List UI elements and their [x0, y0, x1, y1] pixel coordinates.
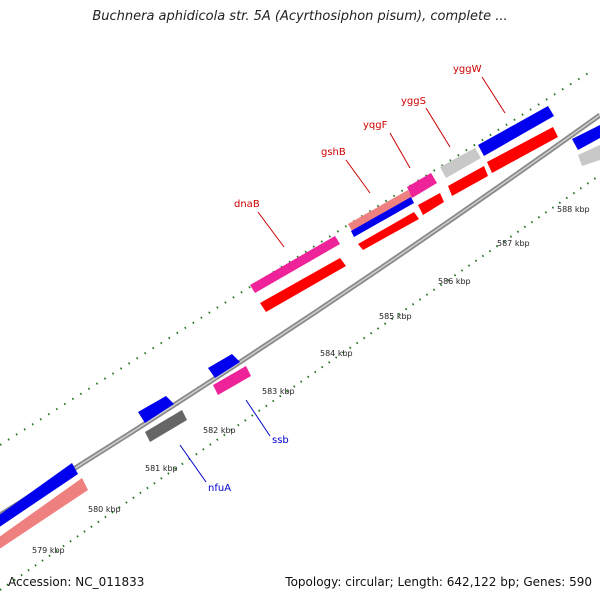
tick-label: 587 kbp: [497, 239, 530, 248]
gene-leader-line: [425, 107, 451, 148]
feature-yqgF: [407, 173, 437, 198]
gene-label-yggW: yggW: [453, 64, 482, 75]
tick-label: 579 kbp: [32, 546, 65, 555]
feature-edge-blue: [572, 125, 600, 150]
feature-gshB-salmon: [348, 190, 412, 231]
feature-red-3: [418, 193, 444, 215]
outer-tick-ring: [0, 71, 591, 446]
gene-leader-line: [245, 399, 271, 437]
feature-gshB-blue: [351, 197, 414, 237]
accession-label: Accession: NC_011833: [8, 575, 145, 589]
tick-label: 583 kbp: [262, 387, 295, 396]
gene-label-yggS: yggS: [401, 96, 426, 107]
gene-leader-line: [257, 211, 285, 248]
map-title: Buchnera aphidicola str. 5A (Acyrthosiph…: [92, 9, 508, 24]
gene-leader-line: [179, 444, 207, 483]
genome-summary: Topology: circular; Length: 642,122 bp; …: [285, 575, 592, 589]
gene-leader-line: [481, 76, 506, 114]
tick-labels-layer: 579 kbp 580 kbp 581 kbp 582 kbp 583 kbp 584 k…: [32, 205, 590, 555]
gene-label-ssb: ssb: [272, 435, 289, 446]
feature-small-blue-2: [138, 396, 174, 423]
feature-ssb: [213, 366, 251, 395]
tick-label: 581 kbp: [145, 464, 178, 473]
feature-red-1: [260, 258, 346, 312]
gene-label-nfuA: nfuA: [208, 483, 231, 494]
feature-small-blue-1: [208, 354, 240, 378]
feature-edge-gray: [578, 145, 600, 166]
labels-layer: dnaB gshB yqgF yggS yggW nfuA ssb: [179, 64, 506, 494]
feature-dnaB: [250, 236, 340, 293]
genome-backbone-highlight: [0, 114, 600, 516]
tick-label: 582 kbp: [203, 426, 236, 435]
feature-nfuA: [145, 410, 187, 442]
tick-label: 584 kbp: [320, 349, 353, 358]
feature-left-salmon: [0, 478, 88, 549]
feature-red-5: [487, 127, 558, 173]
gene-label-dnaB: dnaB: [234, 199, 260, 210]
gene-label-yqgF: yqgF: [363, 120, 388, 131]
tick-label: 588 kbp: [557, 205, 590, 214]
genome-backbone: [0, 112, 600, 518]
gene-leader-line: [345, 159, 371, 194]
gene-label-gshB: gshB: [321, 147, 346, 158]
tick-label: 580 kbp: [88, 505, 121, 514]
tick-label: 586 kbp: [438, 277, 471, 286]
feature-red-2: [358, 212, 419, 250]
tick-label: 585 kbp: [379, 312, 412, 321]
features-layer: [0, 106, 600, 549]
feature-yggS: [440, 148, 481, 178]
feature-left-blue: [0, 463, 78, 527]
feature-red-4: [448, 166, 488, 196]
feature-yggW: [478, 106, 554, 156]
gene-leader-line: [389, 132, 411, 169]
inner-tick-ring: [0, 174, 600, 591]
